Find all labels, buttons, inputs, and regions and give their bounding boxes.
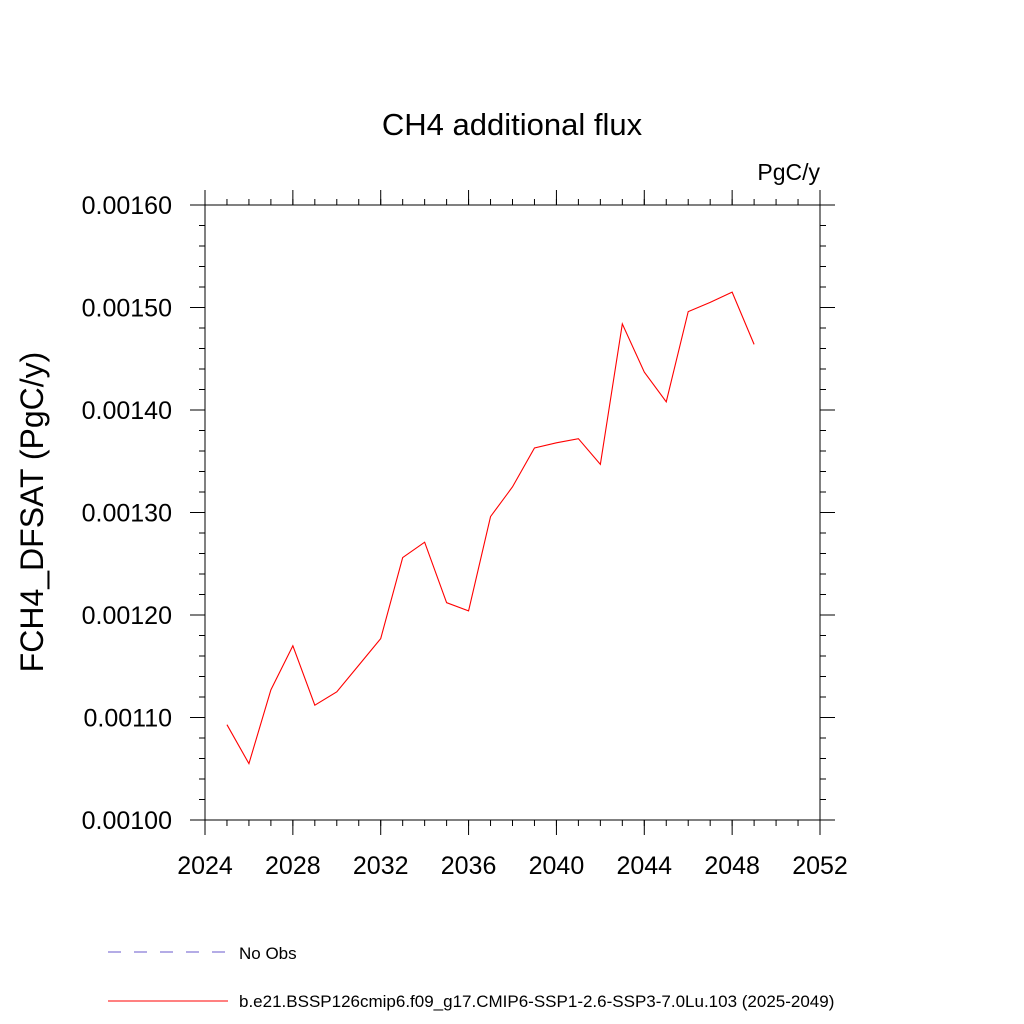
x-tick-label: 2052 <box>792 852 848 880</box>
units-label: PgC/y <box>757 159 820 185</box>
y-tick-label: 0.00140 <box>82 397 172 425</box>
y-axis-label: FCH4_DFSAT (PgC/y) <box>14 352 50 673</box>
y-tick-label: 0.00100 <box>82 807 172 835</box>
x-tick-label: 2036 <box>441 852 497 880</box>
x-tick-label: 2024 <box>177 852 233 880</box>
x-tick-labels: 2024 2028 2032 2036 2040 2044 2048 2052 <box>177 852 848 880</box>
x-tick-label: 2032 <box>353 852 409 880</box>
major-ticks <box>190 190 835 835</box>
x-tick-label: 2044 <box>616 852 672 880</box>
series-lines <box>226 291 755 766</box>
legend: No Obs b.e21.BSSP126cmip6.f09_g17.CMIP6-… <box>108 944 834 1011</box>
series-line <box>226 291 755 766</box>
legend-label-series: b.e21.BSSP126cmip6.f09_g17.CMIP6-SSP1-2.… <box>239 992 834 1011</box>
x-tick-label: 2040 <box>529 852 585 880</box>
x-tick-label: 2028 <box>265 852 321 880</box>
y-tick-label: 0.00110 <box>83 705 172 733</box>
chart-title: CH4 additional flux <box>382 107 643 142</box>
y-tick-labels: 0.00100 0.00110 0.00120 0.00130 0.00140 0.001… <box>82 192 172 835</box>
y-tick-label: 0.00120 <box>82 602 172 630</box>
x-tick-label: 2048 <box>704 852 760 880</box>
y-tick-label: 0.00130 <box>82 500 172 528</box>
y-tick-label: 0.00160 <box>82 192 172 220</box>
plot-frame <box>204 204 821 821</box>
legend-label-no-obs: No Obs <box>239 944 297 963</box>
y-tick-label: 0.00150 <box>82 295 172 323</box>
